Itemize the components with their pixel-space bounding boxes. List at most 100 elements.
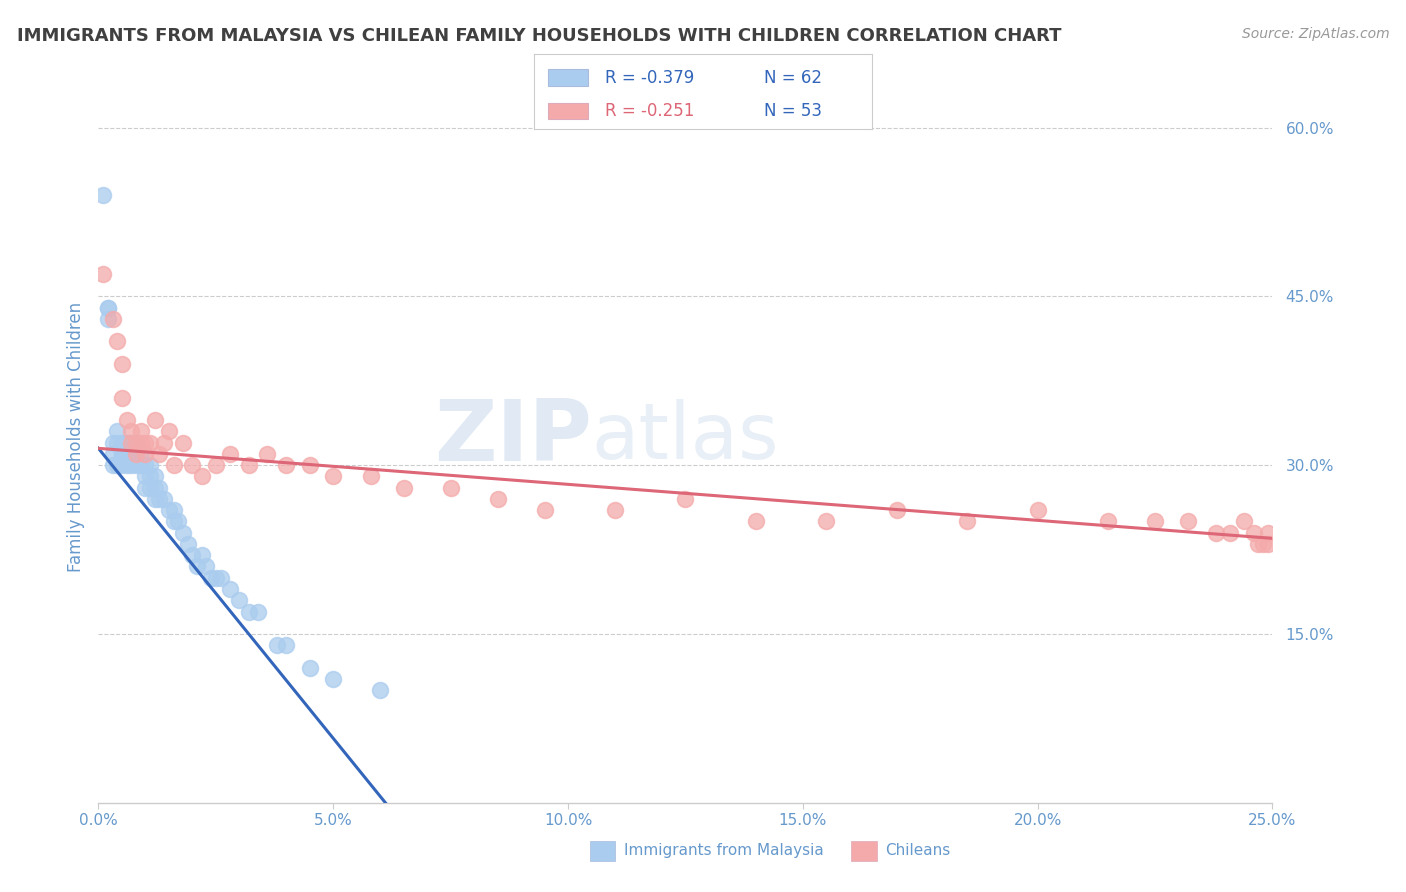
Point [111, 435, 134, 450]
Point [439, 481, 461, 495]
Point [101, 458, 124, 473]
FancyBboxPatch shape [548, 103, 588, 120]
Point [603, 503, 626, 517]
Text: atlas: atlas [592, 399, 779, 475]
Text: N = 62: N = 62 [763, 69, 821, 87]
Point [105, 458, 128, 473]
Point [134, 469, 156, 483]
Point [368, 683, 391, 698]
Point [205, 571, 228, 585]
Point [97, 301, 120, 315]
Point [134, 447, 156, 461]
Point [256, 447, 278, 461]
Point [120, 458, 142, 473]
Point [298, 458, 321, 473]
Point [115, 435, 138, 450]
Point [129, 425, 152, 439]
Point [97, 301, 120, 315]
Point [115, 447, 138, 461]
Point [111, 447, 134, 461]
Point [1177, 515, 1199, 529]
Point [129, 458, 152, 473]
Point [125, 435, 148, 450]
Point [125, 435, 148, 450]
Point [134, 435, 156, 450]
Point [360, 469, 382, 483]
Point [120, 435, 142, 450]
Point [162, 503, 184, 517]
Point [105, 334, 128, 349]
Point [125, 447, 148, 461]
Point [162, 458, 184, 473]
Point [111, 458, 134, 473]
Point [153, 491, 176, 506]
Point [125, 458, 148, 473]
Point [1233, 515, 1256, 529]
Point [675, 491, 697, 506]
Point [1257, 525, 1279, 540]
Point [105, 425, 128, 439]
Point [1097, 515, 1119, 529]
Text: N = 53: N = 53 [763, 103, 821, 120]
Point [298, 661, 321, 675]
Point [134, 481, 156, 495]
Point [1257, 537, 1279, 551]
Point [129, 447, 152, 461]
Point [167, 515, 190, 529]
Point [228, 593, 250, 607]
Point [97, 312, 120, 326]
Text: Source: ZipAtlas.com: Source: ZipAtlas.com [1241, 27, 1389, 41]
Point [190, 469, 212, 483]
Point [205, 458, 228, 473]
Point [153, 435, 176, 450]
Point [886, 503, 908, 517]
Text: IMMIGRANTS FROM MALAYSIA VS CHILEAN FAMILY HOUSEHOLDS WITH CHILDREN CORRELATION : IMMIGRANTS FROM MALAYSIA VS CHILEAN FAMI… [17, 27, 1062, 45]
Point [486, 491, 509, 506]
Point [101, 312, 124, 326]
Point [745, 515, 768, 529]
Point [1144, 515, 1167, 529]
Point [157, 425, 180, 439]
Point [139, 481, 162, 495]
Point [148, 447, 170, 461]
Point [815, 515, 838, 529]
FancyBboxPatch shape [548, 70, 588, 87]
Point [120, 435, 142, 450]
Point [148, 491, 170, 506]
Point [181, 548, 204, 562]
Point [134, 458, 156, 473]
Point [322, 469, 344, 483]
Point [111, 357, 134, 371]
Point [200, 571, 222, 585]
Point [101, 435, 124, 450]
Text: R = -0.251: R = -0.251 [605, 103, 695, 120]
Point [1219, 525, 1241, 540]
Point [1205, 525, 1227, 540]
Point [219, 582, 242, 596]
Point [125, 447, 148, 461]
Point [276, 638, 298, 652]
Point [1243, 525, 1265, 540]
Point [195, 559, 218, 574]
Point [209, 571, 232, 585]
Point [91, 188, 114, 202]
Point [392, 481, 415, 495]
Point [276, 458, 298, 473]
Point [176, 537, 198, 551]
Point [1251, 537, 1274, 551]
Point [322, 672, 344, 686]
Point [143, 481, 166, 495]
Point [1026, 503, 1049, 517]
Point [120, 425, 142, 439]
Point [139, 469, 162, 483]
Point [115, 458, 138, 473]
Point [111, 447, 134, 461]
Text: Chileans: Chileans [886, 844, 950, 858]
Text: R = -0.379: R = -0.379 [605, 69, 695, 87]
Point [172, 435, 194, 450]
Point [129, 435, 152, 450]
Point [143, 413, 166, 427]
Point [219, 447, 242, 461]
Point [120, 447, 142, 461]
Point [172, 525, 194, 540]
